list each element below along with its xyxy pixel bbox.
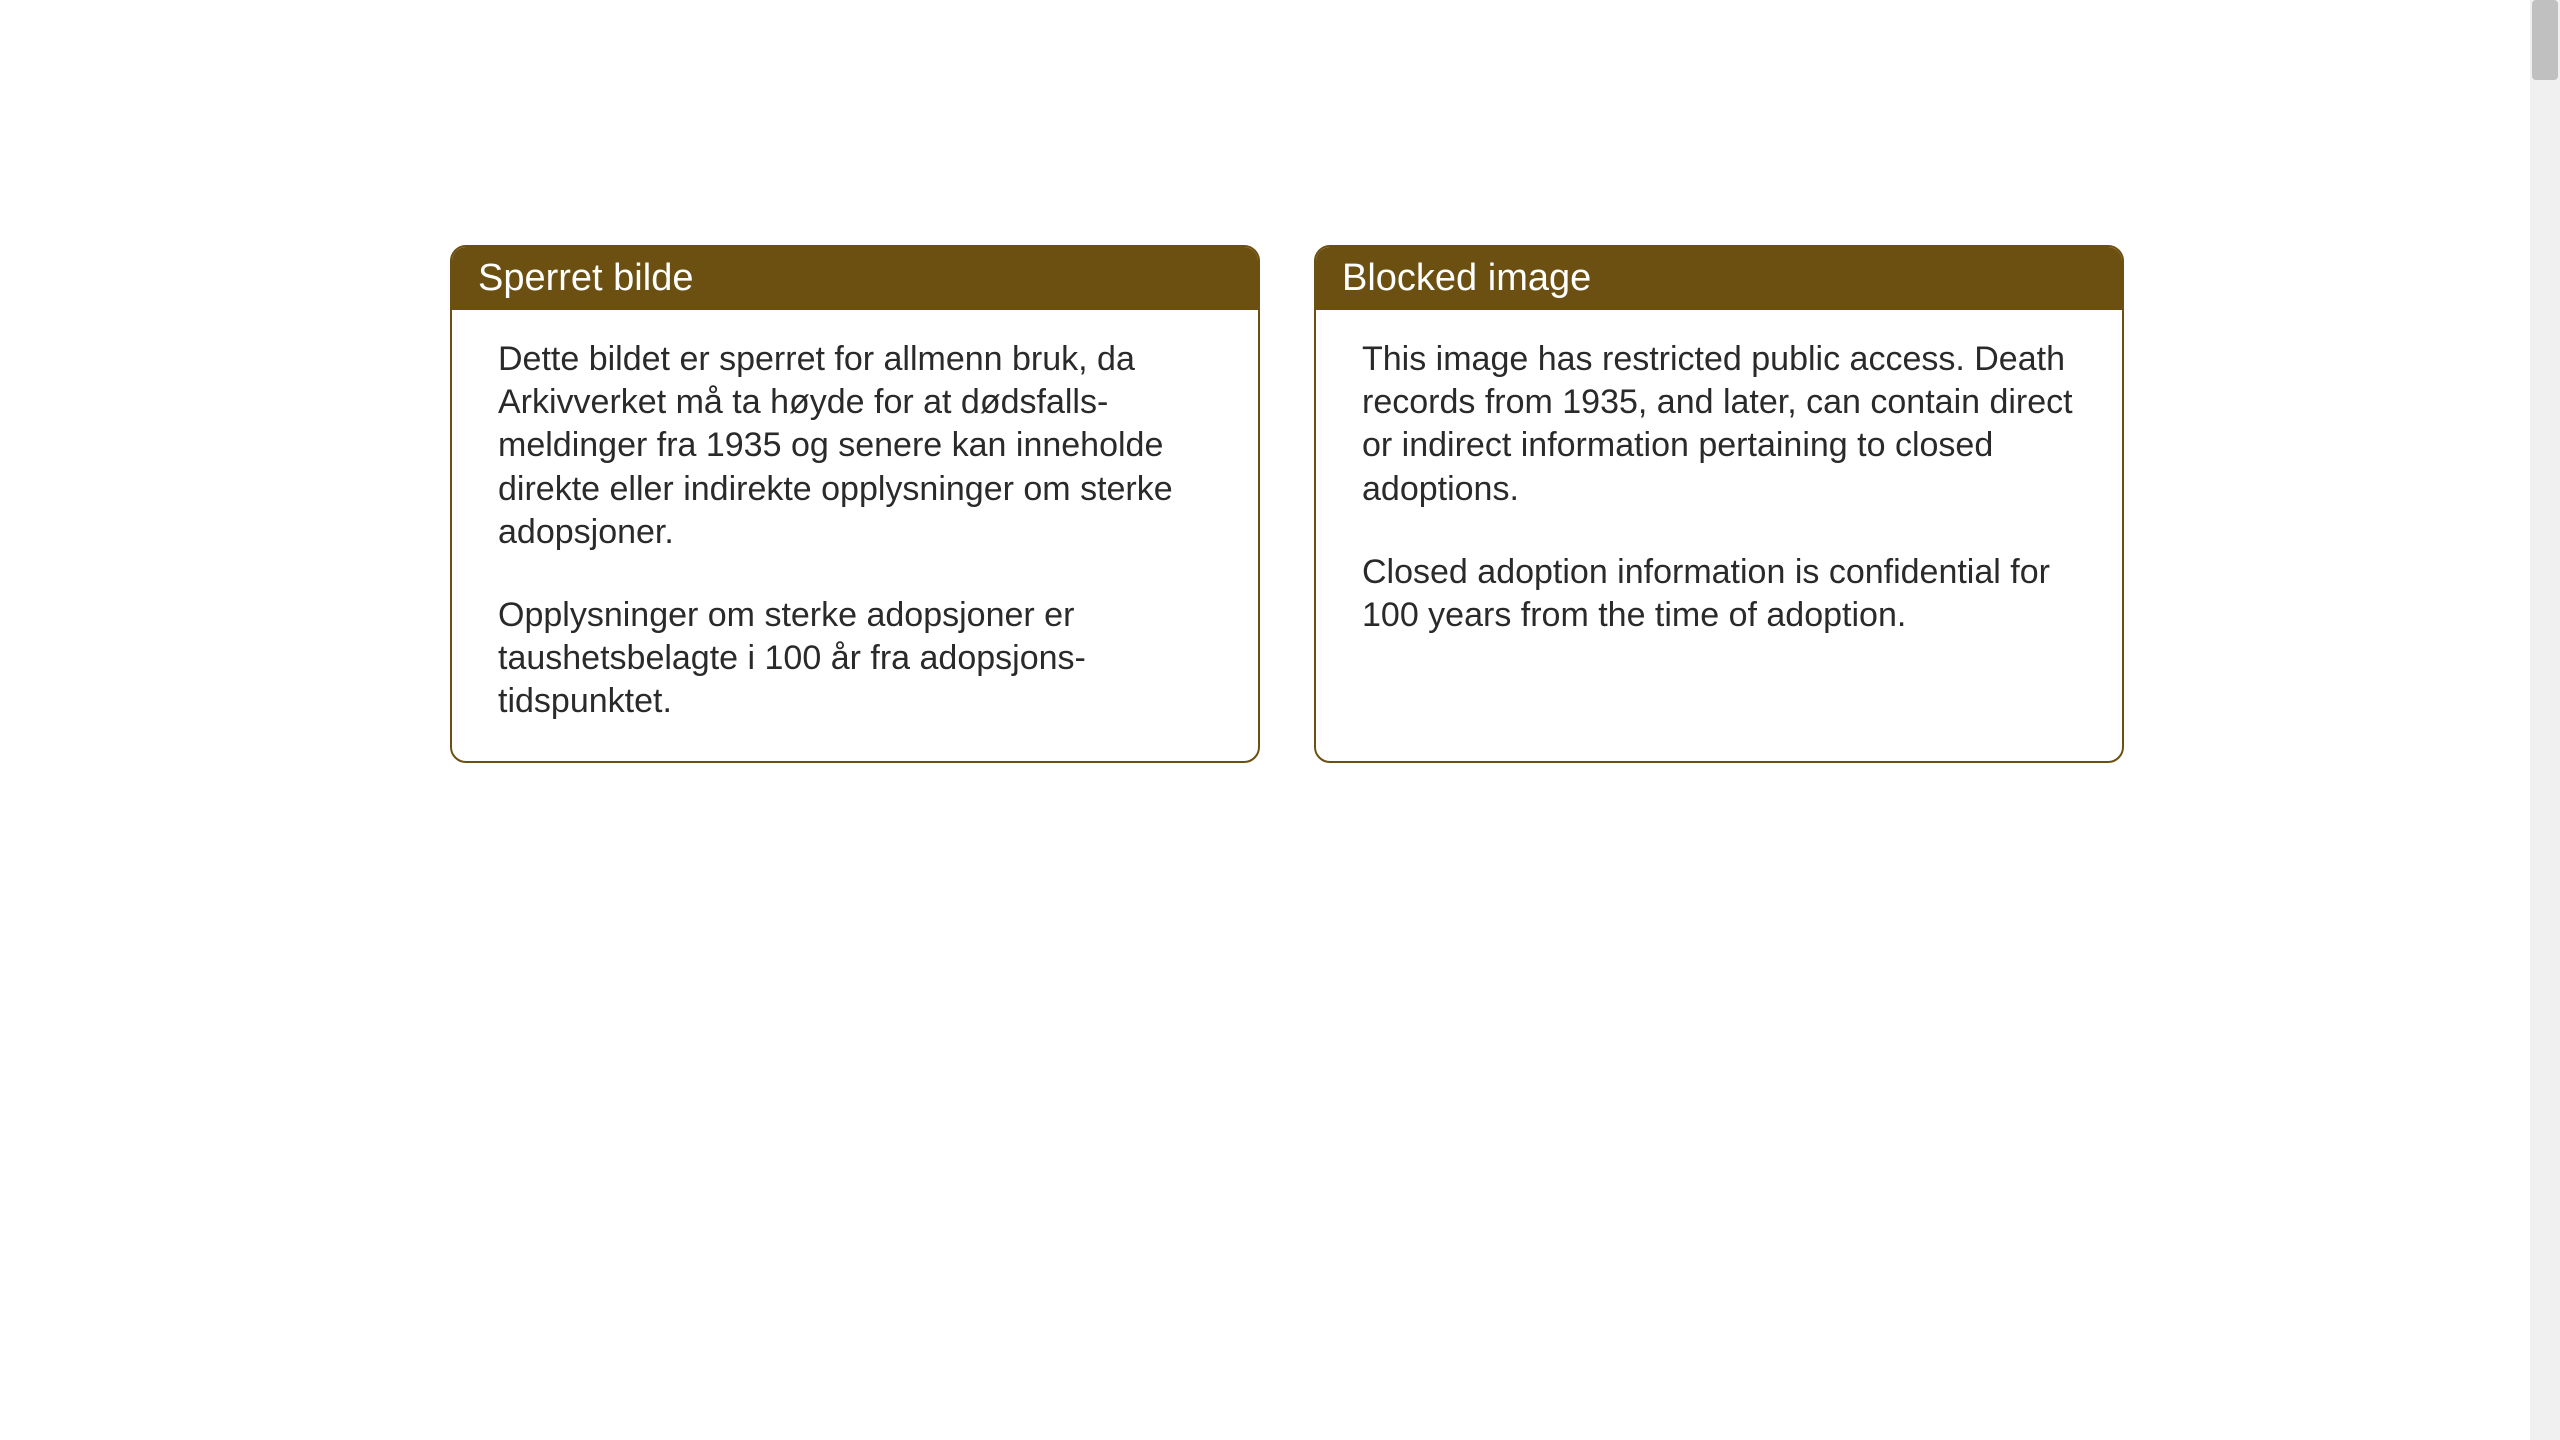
card-paragraph2-english: Closed adoption information is confident… bbox=[1362, 551, 2076, 637]
scrollbar-thumb[interactable] bbox=[2532, 0, 2558, 80]
card-title-english: Blocked image bbox=[1342, 257, 1591, 299]
notice-card-english: Blocked image This image has restricted … bbox=[1314, 245, 2124, 763]
card-header-norwegian: Sperret bilde bbox=[452, 247, 1258, 310]
scrollbar-track[interactable] bbox=[2530, 0, 2560, 1440]
card-title-norwegian: Sperret bilde bbox=[478, 257, 693, 299]
card-body-english: This image has restricted public access.… bbox=[1316, 310, 2122, 755]
notice-card-norwegian: Sperret bilde Dette bildet er sperret fo… bbox=[450, 245, 1260, 763]
card-paragraph1-norwegian: Dette bildet er sperret for allmenn bruk… bbox=[498, 338, 1212, 554]
cards-container: Sperret bilde Dette bildet er sperret fo… bbox=[0, 0, 2560, 763]
card-paragraph2-norwegian: Opplysninger om sterke adopsjoner er tau… bbox=[498, 594, 1212, 724]
card-paragraph1-english: This image has restricted public access.… bbox=[1362, 338, 2076, 511]
card-body-norwegian: Dette bildet er sperret for allmenn bruk… bbox=[452, 310, 1258, 761]
card-header-english: Blocked image bbox=[1316, 247, 2122, 310]
